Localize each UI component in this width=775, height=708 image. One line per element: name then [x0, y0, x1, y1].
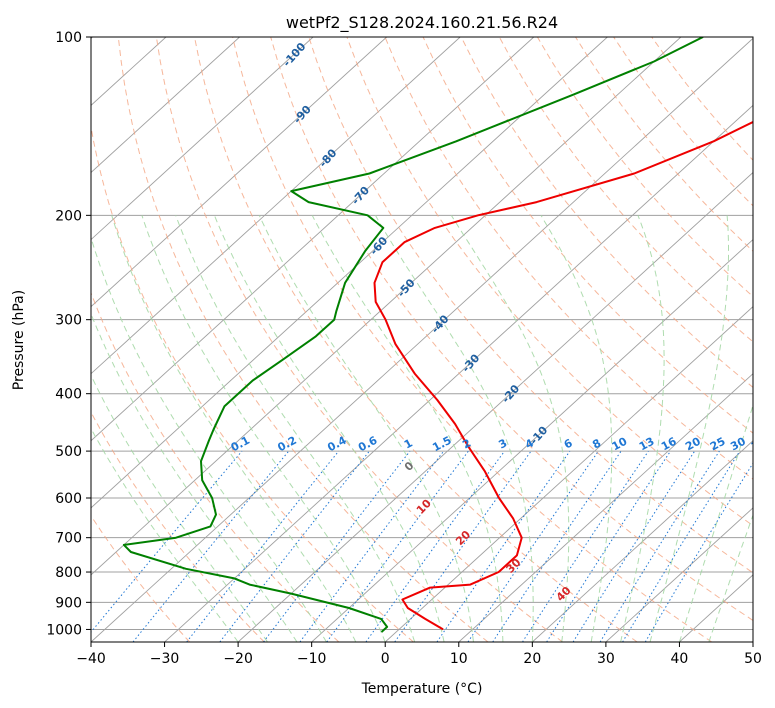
mixing-ratio-line — [546, 450, 671, 642]
mixing-ratio-line — [186, 450, 340, 642]
plot-frame — [90, 36, 754, 643]
x-tick-label: 40 — [671, 651, 689, 667]
mixing-ratio-line — [326, 450, 469, 642]
moist-adiabat-line — [91, 312, 298, 642]
x-tick-label: 10 — [450, 651, 468, 667]
x-axis: −40 −30 −20 −10 0 10 20 30 40 50 — [76, 642, 762, 667]
mixing-ratio-line — [91, 450, 243, 633]
mixing-ratio-line — [436, 450, 571, 642]
isotherm-line — [311, 238, 753, 642]
chart-title: wetPf2_S128.2024.160.21.56.R24 — [286, 13, 558, 33]
mixing-ratio-label: 30 — [728, 435, 748, 454]
mixing-ratio-line — [572, 450, 696, 642]
dry-adiabat-line — [91, 124, 414, 642]
x-tick-label: −20 — [223, 651, 253, 667]
mixing-ratio-line — [263, 450, 411, 642]
isotherm-line — [605, 507, 753, 642]
isotherm-line — [91, 37, 682, 576]
y-tick-label: 700 — [55, 531, 82, 547]
isotherm-line — [164, 104, 753, 642]
moist-adiabat-line — [374, 215, 534, 642]
mixing-ratio-line — [467, 450, 599, 642]
mixing-ratio-label: 16 — [659, 435, 679, 454]
mixing-ratio-label: 13 — [637, 435, 657, 454]
mixing-ratio-line — [132, 450, 290, 642]
x-tick-label: −40 — [76, 651, 106, 667]
moist-adiabat-line — [311, 215, 504, 642]
y-axis-title: Pressure (hPa) — [11, 290, 27, 390]
y-axis: 100 200 300 400 500 600 700 800 900 1000 — [46, 30, 91, 638]
moist-adiabat-line — [91, 374, 268, 642]
y-tick-label: 300 — [55, 313, 82, 329]
isotherm-line — [384, 306, 753, 642]
x-tick-label: −10 — [297, 651, 327, 667]
mixing-ratio-line — [492, 450, 622, 642]
dewpoint-profile-line — [122, 37, 704, 633]
temperature-profile-line — [373, 120, 753, 631]
mixing-ratio-label: 10 — [610, 435, 630, 454]
moist-adiabat-line — [450, 215, 570, 642]
isotherm-line — [531, 440, 753, 642]
dry-adiabat-line — [117, 37, 489, 642]
mixing-ratio-line — [622, 450, 741, 642]
mixing-ratio-label: 25 — [708, 435, 728, 454]
mixing-ratio-line — [394, 450, 532, 642]
x-axis-title: Temperature (°C) — [361, 681, 483, 697]
isotherm-line — [91, 37, 608, 509]
plot-area: 0.10.20.40.611.52346810131620253036-100-… — [91, 37, 769, 642]
mixing-ratio-label: 36 — [749, 435, 769, 454]
dry-adiabat-line — [155, 37, 563, 642]
background-lines — [91, 37, 753, 642]
y-tick-label: 500 — [55, 444, 82, 460]
isotherm-line — [91, 37, 461, 375]
x-tick-label: 0 — [381, 651, 390, 667]
y-tick-label: 800 — [55, 565, 82, 581]
dry-adiabat-line — [232, 37, 713, 642]
dry-adiabat-line — [91, 411, 265, 642]
y-tick-label: 600 — [55, 491, 82, 507]
y-tick-label: 1000 — [46, 622, 82, 638]
moist-adiabat-line — [540, 215, 613, 642]
isotherm-line — [91, 37, 240, 174]
mixing-ratio-label: 20 — [683, 435, 703, 454]
dry-adiabat-line — [194, 37, 638, 642]
mixing-ratio-line — [299, 450, 445, 642]
x-tick-label: 50 — [744, 651, 762, 667]
y-tick-label: 200 — [55, 208, 82, 224]
dry-adiabat-line — [346, 37, 753, 527]
mixing-ratio-line — [365, 450, 506, 642]
moist-adiabat-line — [91, 236, 327, 642]
series-layer — [122, 37, 753, 633]
dry-adiabat-line — [308, 37, 753, 574]
isotherm-line — [91, 37, 753, 642]
x-tick-label: −30 — [150, 651, 180, 667]
isotherm-line — [91, 37, 535, 442]
dry-adiabat-line — [270, 37, 753, 622]
x-tick-label: 20 — [523, 651, 541, 667]
moist-adiabat-line — [258, 215, 474, 642]
moist-adiabat-line — [620, 215, 665, 642]
x-tick-label: 30 — [597, 651, 615, 667]
mixing-ratio-line — [644, 462, 753, 642]
mixing-ratio-line — [522, 450, 649, 642]
moist-adiabat-line — [141, 215, 386, 642]
isotherm-line — [458, 373, 753, 642]
y-tick-label: 900 — [55, 595, 82, 611]
isotherm-line — [91, 37, 314, 241]
isotherm-line — [237, 171, 753, 642]
isotherm-line — [91, 37, 388, 308]
y-tick-label: 400 — [55, 387, 82, 403]
moist-adiabat-line — [91, 427, 239, 642]
moist-adiabat-line — [213, 215, 445, 642]
y-tick-label: 100 — [55, 30, 82, 46]
dry-adiabat-line — [91, 515, 191, 642]
